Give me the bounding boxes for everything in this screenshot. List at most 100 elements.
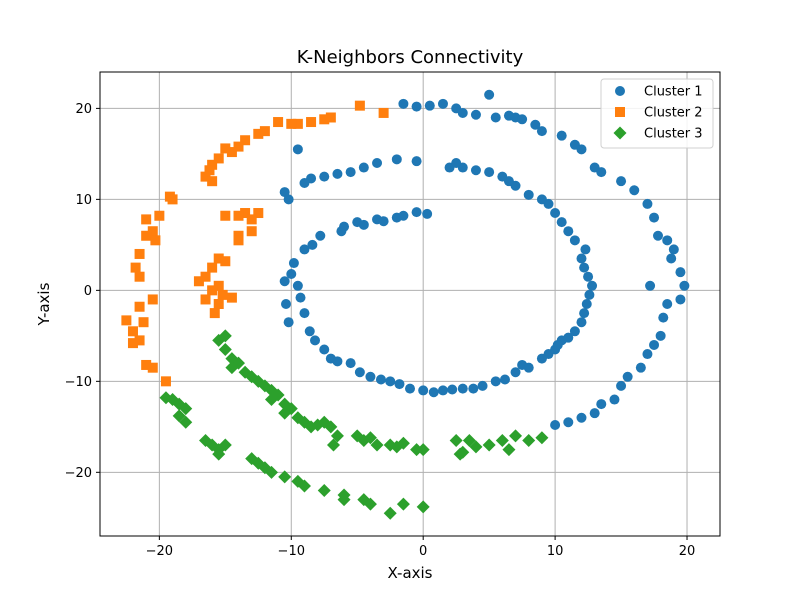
data-point bbox=[160, 376, 171, 387]
data-point bbox=[288, 258, 299, 269]
data-point bbox=[292, 280, 303, 291]
data-point bbox=[179, 402, 193, 416]
data-point bbox=[363, 431, 377, 445]
data-point bbox=[596, 399, 607, 410]
data-point bbox=[141, 359, 152, 370]
data-point bbox=[405, 383, 415, 394]
data-point bbox=[411, 156, 422, 167]
data-point bbox=[141, 214, 152, 225]
data-point bbox=[470, 109, 481, 120]
data-point bbox=[411, 101, 422, 112]
data-point bbox=[220, 143, 231, 154]
series-cluster-1 bbox=[279, 89, 690, 431]
data-point bbox=[365, 371, 376, 382]
data-point bbox=[345, 358, 356, 369]
data-point bbox=[563, 226, 574, 237]
data-point bbox=[246, 226, 257, 237]
data-point bbox=[299, 244, 310, 255]
data-point bbox=[358, 219, 369, 230]
legend-marker bbox=[615, 107, 625, 117]
data-point bbox=[317, 484, 331, 498]
legend: Cluster 1 Cluster 2 Cluster 3 bbox=[600, 78, 714, 149]
data-point bbox=[200, 271, 211, 282]
data-point bbox=[253, 208, 264, 219]
y-axis-ticks: −20 −10 0 10 20 bbox=[65, 102, 100, 481]
data-point bbox=[295, 292, 306, 303]
data-point bbox=[437, 385, 448, 396]
data-point bbox=[233, 210, 244, 221]
data-point bbox=[579, 308, 590, 319]
data-point bbox=[358, 162, 369, 173]
data-point bbox=[675, 267, 686, 278]
data-point bbox=[315, 230, 326, 241]
data-point bbox=[207, 262, 218, 273]
data-point bbox=[213, 253, 224, 264]
data-point bbox=[209, 308, 220, 319]
data-point bbox=[240, 208, 251, 219]
data-point bbox=[154, 210, 165, 221]
plot-frame bbox=[99, 71, 721, 537]
data-point bbox=[569, 235, 580, 246]
data-point bbox=[150, 235, 161, 246]
data-point bbox=[304, 326, 315, 337]
x-axis-label: X-axis bbox=[388, 564, 433, 582]
data-point bbox=[207, 176, 218, 187]
data-point bbox=[396, 497, 410, 511]
data-point bbox=[422, 208, 433, 219]
data-point bbox=[517, 114, 528, 125]
data-point bbox=[424, 100, 435, 111]
data-point bbox=[297, 479, 311, 493]
data-point bbox=[484, 167, 495, 178]
data-point bbox=[668, 244, 679, 255]
data-point bbox=[596, 167, 607, 178]
x-tick-label: 20 bbox=[679, 544, 696, 559]
x-tick-label: −10 bbox=[278, 544, 305, 559]
data-point bbox=[675, 294, 686, 305]
data-point bbox=[457, 107, 468, 118]
data-point bbox=[536, 194, 547, 205]
data-point bbox=[330, 429, 344, 443]
data-point bbox=[468, 383, 479, 394]
y-tick-label: 10 bbox=[75, 193, 92, 208]
data-point bbox=[306, 117, 317, 128]
data-point bbox=[319, 171, 330, 182]
data-point bbox=[536, 126, 547, 137]
data-point bbox=[130, 262, 141, 273]
x-tick-label: −20 bbox=[146, 544, 173, 559]
legend-label: Cluster 2 bbox=[644, 106, 703, 121]
data-point bbox=[523, 362, 534, 373]
data-point bbox=[576, 317, 587, 328]
data-point bbox=[319, 344, 330, 355]
data-point bbox=[218, 342, 232, 356]
data-point bbox=[264, 465, 278, 479]
data-point bbox=[207, 285, 218, 296]
data-point bbox=[383, 506, 397, 520]
y-tick-label: −20 bbox=[65, 466, 92, 481]
data-point bbox=[523, 189, 534, 200]
data-point bbox=[635, 362, 646, 373]
data-point bbox=[286, 268, 297, 279]
data-point bbox=[385, 376, 396, 387]
data-point bbox=[372, 157, 383, 168]
data-point bbox=[576, 144, 587, 155]
data-point bbox=[213, 299, 224, 309]
data-point bbox=[319, 114, 330, 125]
data-point bbox=[147, 362, 158, 373]
legend-marker bbox=[613, 126, 627, 140]
data-point bbox=[345, 167, 356, 178]
data-point bbox=[121, 315, 132, 326]
data-point bbox=[138, 317, 149, 328]
data-point bbox=[147, 226, 158, 237]
data-point bbox=[428, 387, 439, 398]
data-point bbox=[127, 338, 138, 349]
data-point bbox=[616, 380, 627, 391]
data-point bbox=[246, 214, 257, 225]
data-point bbox=[324, 420, 338, 434]
data-point bbox=[375, 374, 386, 385]
x-axis-ticks: −20 −10 0 10 20 bbox=[146, 536, 696, 559]
data-point bbox=[217, 289, 228, 300]
data-point bbox=[167, 194, 178, 205]
data-point bbox=[645, 280, 656, 291]
data-point bbox=[264, 393, 278, 407]
